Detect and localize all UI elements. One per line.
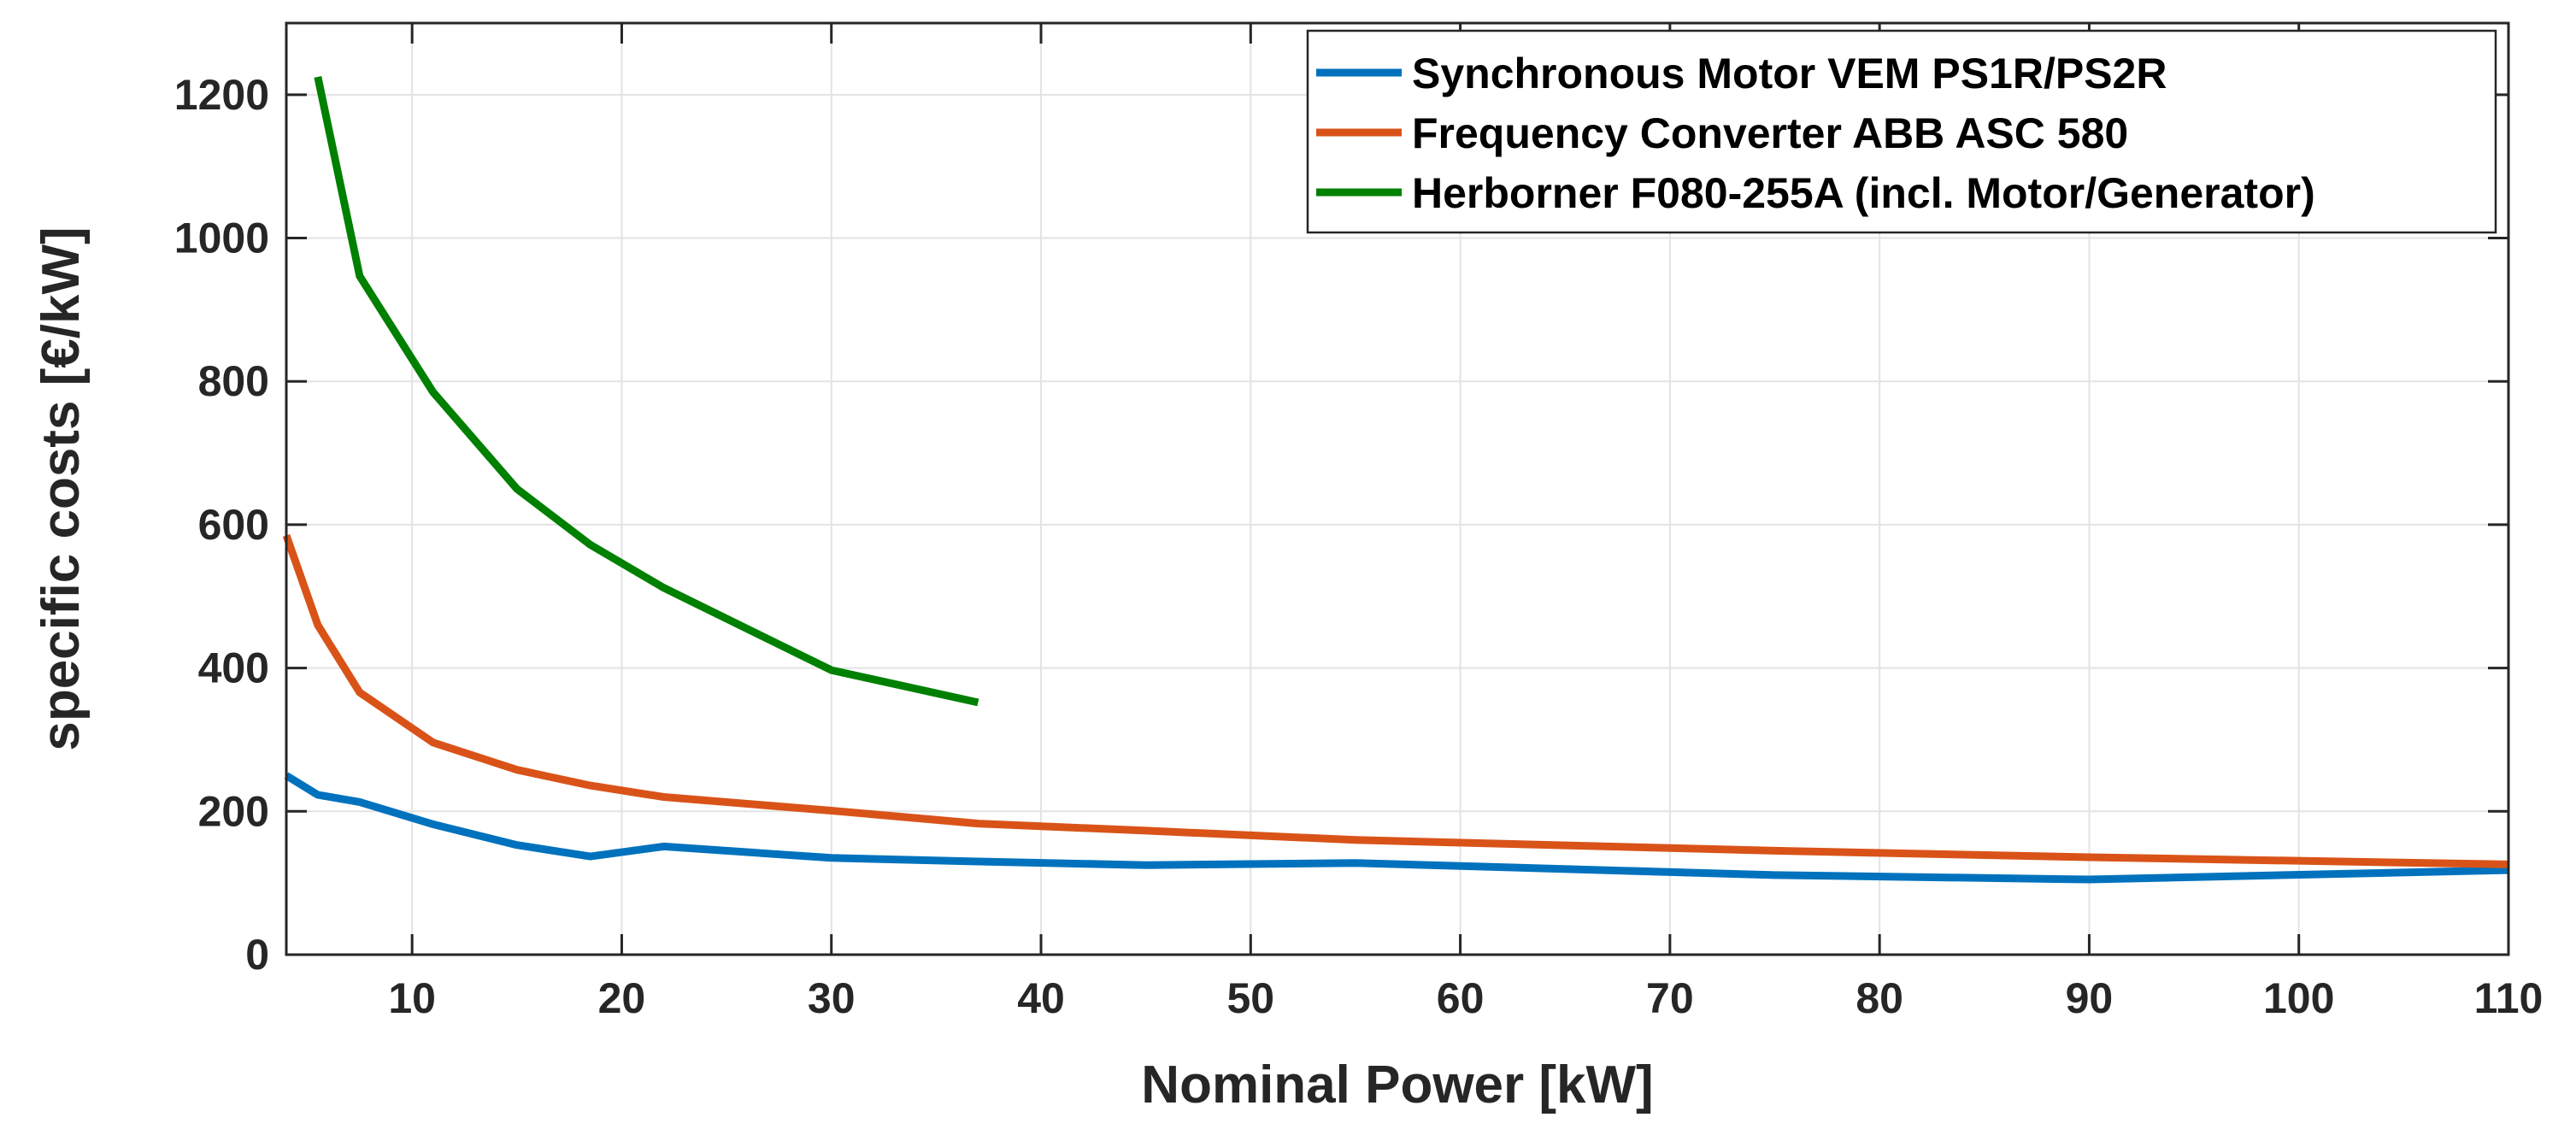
y-axis-label: specific costs [€/kW]	[32, 226, 91, 750]
x-tick-label: 100	[2263, 974, 2334, 1022]
x-tick-label: 30	[808, 974, 856, 1022]
series-lines	[282, 75, 2509, 884]
series-line-2	[282, 534, 2509, 868]
legend-label-2: Frequency Converter ABB ASC 580	[1412, 109, 2128, 157]
legend: Synchronous Motor VEM PS1R/PS2R Frequency…	[1306, 29, 2497, 234]
series-line-3	[314, 75, 979, 707]
y-tick-label: 200	[198, 787, 269, 835]
x-axis-label: Nominal Power [kW]	[1141, 1056, 1653, 1114]
x-tick-label: 90	[2066, 974, 2114, 1022]
x-tick-label: 50	[1226, 974, 1274, 1022]
x-tick-label: 40	[1017, 974, 1065, 1022]
x-tick-label: 70	[1646, 974, 1694, 1022]
y-tick-label: 800	[198, 357, 269, 405]
series-line-1	[284, 772, 2509, 884]
x-tick-label: 110	[2474, 974, 2544, 1022]
y-tick-label: 1200	[174, 71, 269, 119]
x-tick-label: 80	[1856, 974, 1903, 1022]
y-tick-label: 1000	[174, 215, 269, 262]
x-tick-label: 10	[388, 974, 436, 1022]
plot-frame	[285, 21, 2510, 956]
legend-label-3: Herborner F080-255A (incl. Motor/Generat…	[1412, 169, 2315, 217]
x-tick-label: 60	[1437, 974, 1485, 1022]
x-tick-label: 20	[598, 974, 646, 1022]
legend-box	[1306, 29, 2497, 234]
y-tick-label: 0	[245, 931, 269, 979]
axis-ticks	[286, 23, 2510, 956]
legend-label-1: Synchronous Motor VEM PS1R/PS2R	[1412, 50, 2167, 97]
y-tick-label: 400	[198, 644, 269, 692]
tick-labels: 10 20 30 40 50 60 70 80 90 100 110 0 200 400 600 800 100…	[174, 71, 2544, 1022]
y-tick-label: 600	[198, 501, 269, 549]
